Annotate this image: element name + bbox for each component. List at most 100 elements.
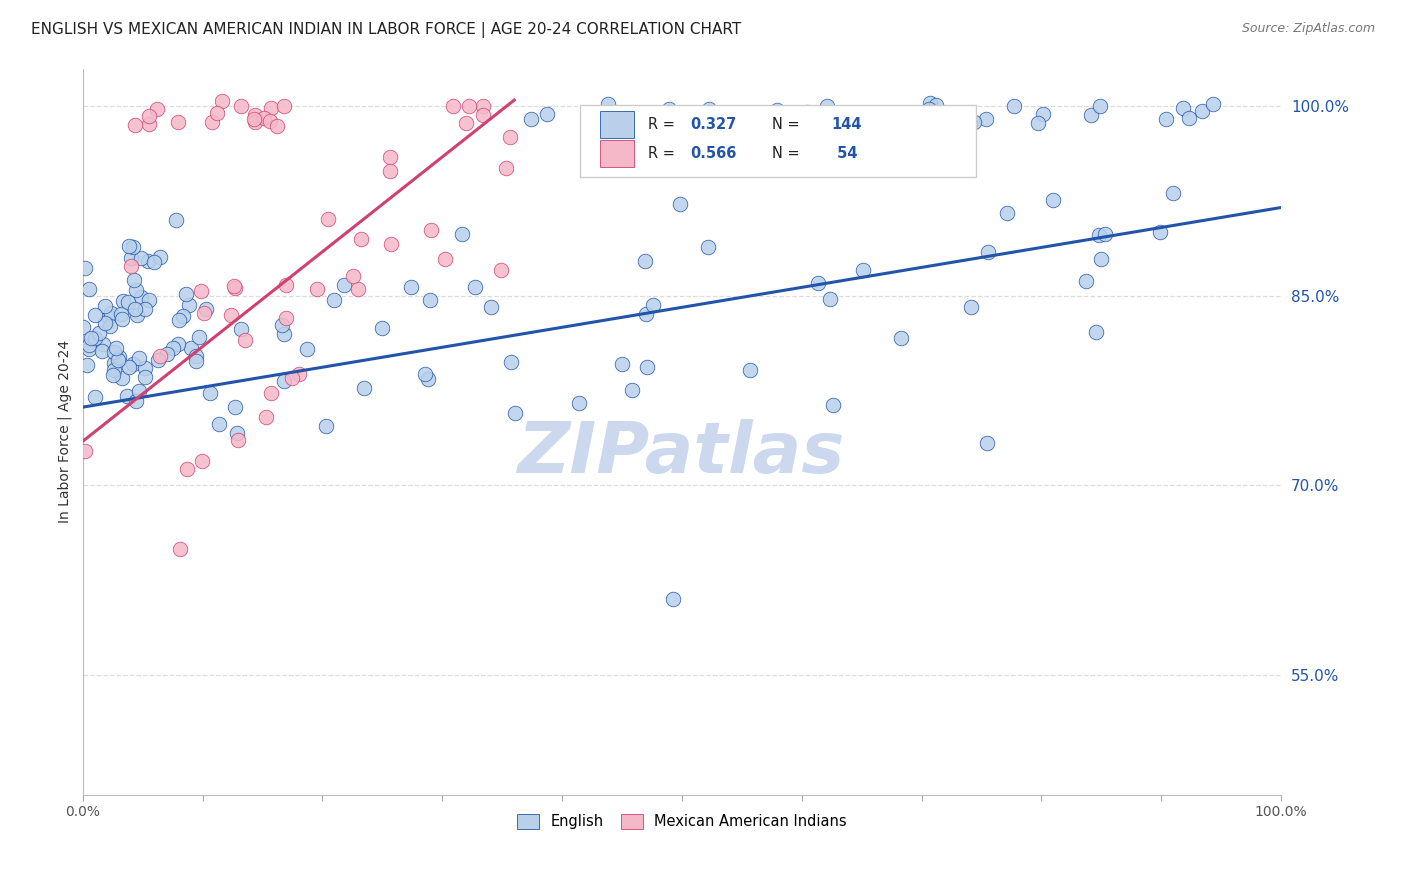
Point [620, 383, 643, 397]
Point [1149, 225, 1171, 239]
Point [224, 400, 246, 414]
Point [233, 333, 256, 347]
Point [211, 94, 233, 108]
Point [167, 312, 190, 326]
Point [852, 262, 875, 277]
Point [186, 349, 208, 363]
Point [658, 103, 681, 117]
Point [149, 349, 172, 363]
Point [1202, 97, 1225, 112]
Point [124, 301, 146, 316]
Point [254, 410, 277, 425]
Point [201, 115, 224, 129]
Point [499, 355, 522, 369]
Point [120, 259, 142, 273]
Point [333, 278, 356, 293]
Point [1090, 99, 1112, 113]
Point [353, 381, 375, 395]
Point [641, 298, 664, 312]
Point [342, 268, 364, 283]
Point [441, 99, 464, 113]
Point [122, 357, 145, 371]
Point [669, 196, 692, 211]
Point [124, 118, 146, 132]
Point [568, 396, 591, 410]
Point [661, 591, 683, 606]
Point [91, 344, 114, 359]
Point [610, 357, 633, 371]
Point [111, 370, 134, 384]
Point [464, 280, 486, 294]
Text: ZIPatlas: ZIPatlas [519, 419, 845, 488]
Point [98, 318, 121, 333]
Text: 144: 144 [832, 117, 862, 132]
Point [273, 327, 295, 342]
Point [134, 302, 156, 317]
FancyBboxPatch shape [581, 105, 976, 178]
Point [84, 390, 107, 404]
Point [479, 300, 502, 314]
Point [117, 389, 139, 403]
Point [98, 310, 121, 324]
Point [120, 251, 142, 265]
Point [399, 279, 422, 293]
Point [963, 114, 986, 128]
Point [72, 320, 94, 334]
Y-axis label: In Labor Force | Age 20-24: In Labor Force | Age 20-24 [58, 340, 72, 524]
Point [83, 308, 105, 322]
Point [266, 120, 288, 134]
Point [766, 103, 789, 118]
Point [346, 282, 368, 296]
Point [270, 318, 292, 332]
Point [1026, 116, 1049, 130]
Point [273, 374, 295, 388]
Text: 54: 54 [832, 146, 858, 161]
Point [456, 115, 478, 129]
Point [977, 245, 1000, 260]
Point [458, 99, 481, 113]
Point [472, 99, 495, 113]
Point [253, 111, 276, 125]
Point [918, 103, 941, 117]
Point [1002, 98, 1025, 112]
Point [165, 212, 187, 227]
Point [378, 150, 401, 164]
Point [156, 346, 179, 360]
Point [596, 97, 619, 112]
Point [94, 316, 117, 330]
Point [73, 261, 96, 276]
Point [1171, 101, 1194, 115]
Point [471, 108, 494, 122]
Point [167, 336, 190, 351]
Point [297, 342, 319, 356]
Point [180, 341, 202, 355]
Point [890, 331, 912, 345]
Point [807, 276, 830, 290]
Point [77, 282, 100, 296]
Bar [600, 111, 634, 138]
Point [134, 360, 156, 375]
Point [208, 417, 231, 431]
Point [959, 116, 981, 130]
Point [118, 238, 141, 252]
Point [110, 311, 132, 326]
Point [80, 331, 103, 345]
Point [162, 342, 184, 356]
Point [110, 307, 132, 321]
Point [323, 293, 346, 307]
Point [172, 309, 194, 323]
Point [350, 232, 373, 246]
Point [226, 425, 249, 440]
Point [1085, 325, 1108, 339]
Point [138, 109, 160, 123]
Point [818, 292, 841, 306]
Point [260, 385, 283, 400]
Point [198, 386, 221, 401]
Point [738, 362, 761, 376]
Point [1074, 274, 1097, 288]
Point [796, 105, 818, 120]
Text: R =: R = [648, 117, 681, 132]
Text: ENGLISH VS MEXICAN AMERICAN INDIAN IN LABOR FORCE | AGE 20-24 CORRELATION CHART: ENGLISH VS MEXICAN AMERICAN INDIAN IN LA… [31, 22, 741, 38]
Point [634, 254, 657, 268]
Text: R =: R = [648, 146, 681, 161]
